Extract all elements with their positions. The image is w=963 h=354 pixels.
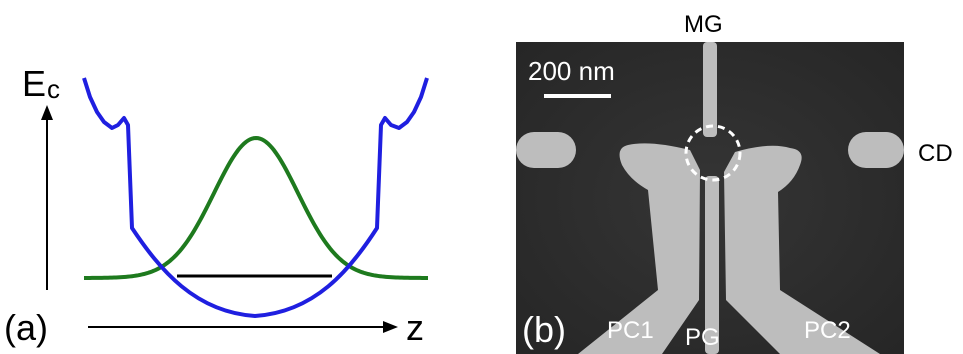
- panel-a-label: (a): [4, 307, 48, 348]
- quantum-dot-marker: [684, 124, 742, 182]
- gate-pg: [705, 176, 719, 354]
- scale-bar-label: 200 nm: [528, 56, 615, 86]
- gate-label-pc1: PC1: [607, 317, 654, 344]
- panel-a: E c z (a): [4, 63, 429, 348]
- x-axis-arrowhead: [383, 321, 398, 333]
- gate-label-cd: CD: [918, 140, 953, 167]
- gate-pc1: [578, 143, 700, 354]
- gate-label-mg: MG: [684, 11, 723, 38]
- gate-pc2: [724, 145, 880, 354]
- panel-b-label: (b): [522, 309, 566, 350]
- gate-mg: [703, 42, 717, 137]
- gate-electrodes: [516, 42, 904, 354]
- y-axis-arrowhead: [41, 105, 53, 120]
- y-axis-label: E: [22, 63, 46, 104]
- gate-cd-left: [516, 132, 576, 168]
- potential-curve: [82, 77, 429, 318]
- wavefunction-curve: [83, 135, 429, 280]
- x-axis-label: z: [406, 307, 424, 348]
- gate-label-pc2: PC2: [804, 317, 851, 344]
- gate-label-pg: PG: [685, 324, 720, 351]
- panel-b: 200 nm (b) PC1 PG PC2: [516, 42, 904, 354]
- y-axis-subscript: c: [47, 74, 60, 104]
- gate-cd-right: [848, 132, 904, 168]
